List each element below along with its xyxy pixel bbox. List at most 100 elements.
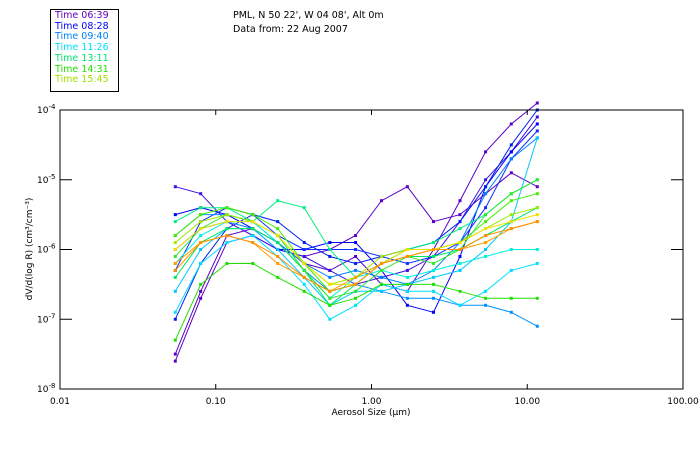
data-point — [199, 220, 203, 224]
data-point — [458, 227, 462, 231]
data-point — [276, 254, 280, 258]
data-point — [458, 213, 462, 217]
data-point — [251, 234, 255, 238]
data-point — [276, 199, 280, 203]
data-point — [431, 296, 435, 300]
data-point — [431, 268, 435, 272]
data-point — [302, 206, 306, 210]
legend-entry: Time 14:31 — [55, 63, 109, 75]
data-point — [484, 303, 488, 307]
data-point — [535, 185, 539, 189]
data-point — [509, 220, 513, 224]
data-point — [302, 248, 306, 251]
chart-legend: Time 06:39 Time 08:28 Time 09:40 Time 11:26… — [50, 9, 119, 92]
data-point — [199, 241, 203, 245]
data-point — [173, 289, 177, 293]
series-11-26-c — [173, 220, 539, 300]
data-point — [509, 227, 513, 231]
data-point — [354, 282, 358, 286]
data-point — [173, 261, 177, 265]
y-tick-label: 10-6 — [37, 243, 56, 256]
data-point — [535, 248, 539, 251]
data-point — [431, 248, 435, 251]
series-line — [174, 207, 538, 285]
series-line — [174, 263, 538, 341]
data-point — [405, 248, 409, 251]
data-point — [509, 143, 513, 147]
data-point — [199, 282, 203, 286]
data-point — [199, 227, 203, 231]
data-point — [173, 234, 177, 238]
data-point — [276, 241, 280, 245]
data-point — [405, 185, 409, 189]
series-line — [174, 179, 538, 299]
data-point — [173, 248, 177, 251]
data-point — [354, 268, 358, 272]
data-point — [509, 213, 513, 217]
data-point — [509, 296, 513, 300]
y-tick-exponent: -6 — [48, 243, 56, 251]
series-14-31-a — [173, 261, 539, 342]
y-tick-label: 10-8 — [37, 382, 55, 395]
data-point — [431, 289, 435, 293]
data-point — [225, 220, 229, 224]
data-point — [328, 317, 332, 321]
plot-frame — [59, 109, 684, 390]
data-point — [225, 213, 229, 217]
chart-subtitle: Data from: 22 Aug 2007 — [233, 24, 348, 35]
data-point — [328, 296, 332, 300]
series-06-39-a — [173, 171, 539, 363]
y-tick-exponent: -4 — [48, 103, 56, 111]
data-point — [380, 289, 384, 293]
data-point — [509, 199, 513, 203]
data-point — [380, 275, 384, 279]
data-point — [354, 234, 358, 238]
data-point — [251, 227, 255, 231]
data-point — [276, 261, 280, 265]
data-point — [484, 234, 488, 238]
series-line — [175, 116, 538, 285]
series-06-39-c — [173, 115, 539, 286]
data-point — [535, 296, 539, 300]
x-tick-label: 0.10 — [206, 397, 226, 407]
y-tick-base: 10 — [37, 106, 49, 116]
data-point — [509, 268, 513, 272]
series-line — [174, 172, 538, 362]
data-point — [354, 241, 358, 245]
data-point — [484, 192, 488, 196]
data-point — [173, 241, 177, 245]
data-point — [276, 220, 280, 224]
data-point — [199, 296, 203, 300]
data-point — [535, 206, 539, 210]
data-point — [302, 254, 306, 258]
y-tick-exponent: -8 — [48, 382, 55, 390]
data-point — [328, 268, 332, 272]
data-point — [199, 234, 203, 238]
data-point — [509, 192, 513, 196]
data-point — [484, 241, 488, 245]
data-point — [225, 234, 229, 238]
data-point — [225, 206, 229, 210]
x-tick-label: 0.01 — [50, 397, 70, 407]
data-point — [173, 213, 177, 217]
data-point — [458, 254, 462, 258]
x-axis-label: Aerosol Size (µm) — [332, 408, 411, 418]
data-point — [535, 192, 539, 196]
data-point — [380, 261, 384, 265]
legend-entry: Time 15:45 — [55, 74, 109, 86]
data-point — [484, 178, 488, 182]
data-point — [405, 282, 409, 286]
data-point — [431, 275, 435, 279]
data-point — [328, 303, 332, 307]
data-point — [458, 241, 462, 245]
data-point — [535, 101, 539, 105]
y-tick-base: 10 — [37, 176, 49, 186]
data-point — [535, 115, 539, 119]
data-point — [199, 192, 203, 196]
data-point — [458, 303, 462, 307]
data-point — [509, 310, 513, 314]
data-point — [458, 220, 462, 224]
data-point — [405, 296, 409, 300]
data-point — [509, 157, 513, 161]
data-point — [431, 241, 435, 245]
